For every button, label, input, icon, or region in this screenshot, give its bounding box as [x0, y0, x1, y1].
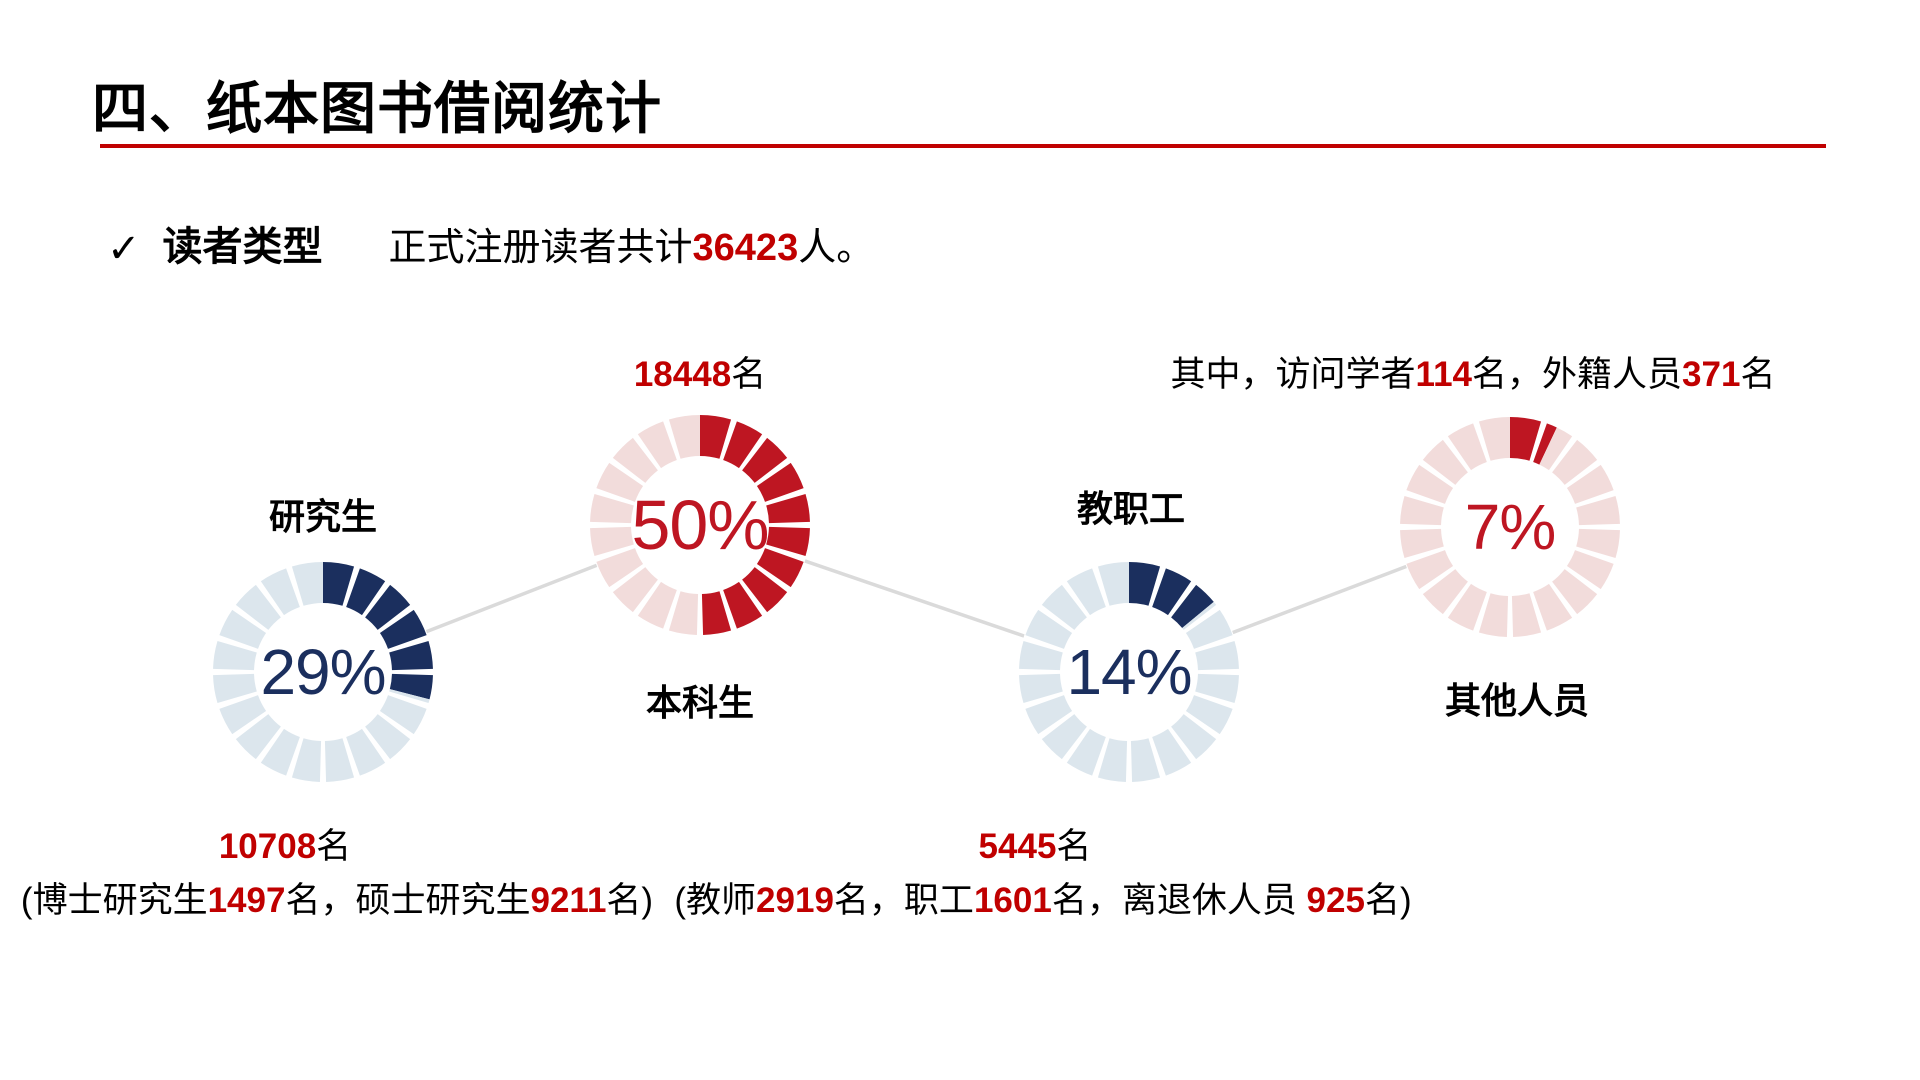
- donut-other: 7%: [1390, 407, 1630, 647]
- undergraduate-count: 18448名: [633, 355, 767, 394]
- donut-undergraduate-percent: 50%: [631, 486, 769, 564]
- graduate-count: 10708名: [218, 827, 352, 866]
- donut-staff-percent: 14%: [1066, 636, 1192, 708]
- donut-undergraduate-label: 本科生: [645, 682, 755, 723]
- donut-graduate-percent: 29%: [260, 636, 386, 708]
- checkmark-icon: ✓: [107, 227, 141, 271]
- bullet-text: 正式注册读者共计36423人。: [388, 227, 875, 269]
- title-underline: [100, 144, 1826, 148]
- graduate-detail: (博士研究生1497名，硕士研究生9211名): [20, 881, 654, 920]
- reader-type-bullet: ✓ 读者类型 正式注册读者共计36423人。: [107, 214, 874, 272]
- donut-other-label: 其他人员: [1444, 680, 1590, 721]
- donut-undergraduate: 50%: [580, 405, 820, 645]
- page-title: 四、纸本图书借阅统计: [92, 77, 662, 140]
- donut-staff-label: 教职工: [1076, 488, 1186, 529]
- other-note: 其中，访问学者114名，外籍人员371名: [1170, 355, 1776, 394]
- bullet-heading: 读者类型: [162, 225, 323, 269]
- donut-graduate: 29%: [203, 552, 443, 792]
- staff-detail: (教师2919名，职工1601名，离退休人员 925名): [674, 881, 1412, 920]
- donut-undergraduate-ring: [589, 414, 811, 636]
- donut-staff: 14%: [1009, 552, 1249, 792]
- donut-other-percent: 7%: [1464, 491, 1557, 563]
- donut-graduate-ring: [212, 561, 434, 783]
- donut-other-ring: [1399, 416, 1621, 638]
- donut-graduate-label: 研究生: [268, 496, 378, 537]
- donut-staff-ring: [1018, 561, 1240, 783]
- staff-count: 5445名: [978, 827, 1092, 866]
